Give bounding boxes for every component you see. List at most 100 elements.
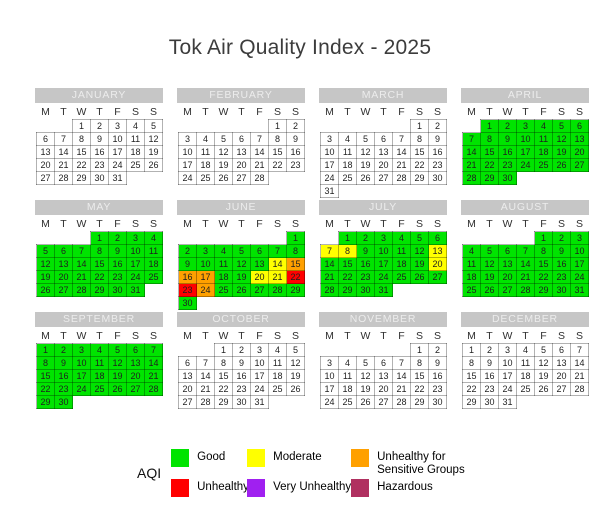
day-cell: 25 [516, 382, 535, 396]
day-cell: 29 [72, 171, 91, 185]
day-cell: 7 [250, 132, 269, 146]
month-day-grid: M T W T F S S 1 2 3 4 5 6 7 8 9 10 11 12 13 14 15 16 17 18 19 20 21… [320, 105, 447, 198]
day-cell: 17 [250, 369, 269, 383]
day-cell: 1 [286, 231, 305, 245]
weekday-header-cell: T [202, 330, 209, 343]
month-name-label: FEBRUARY [177, 88, 305, 103]
day-cell: 30 [54, 395, 73, 409]
empty-cell [55, 232, 73, 245]
day-cell: 8 [338, 244, 357, 258]
day-cell: 27 [36, 171, 55, 185]
weekday-header-cell: W [76, 106, 87, 118]
weekday-header-cell: S [557, 106, 565, 118]
week-row: 13 14 15 16 17 18 19 [36, 145, 163, 159]
day-cell: 14 [392, 145, 411, 159]
day-cell: 21 [462, 158, 481, 172]
day-cell: 15 [410, 369, 429, 383]
empty-cell [73, 232, 91, 245]
day-cell: 21 [392, 382, 411, 396]
day-cell: 10 [126, 244, 145, 258]
empty-cell [571, 396, 589, 409]
day-cell: 2 [286, 119, 305, 133]
weekday-header-cell: T [238, 106, 245, 119]
empty-cell [375, 344, 393, 357]
day-cell: 21 [392, 158, 411, 172]
week-row: 14 15 16 17 18 19 20 [462, 145, 589, 159]
day-cell: 16 [178, 270, 197, 284]
day-cell: 28 [320, 283, 339, 297]
day-cell: 8 [462, 356, 481, 370]
weekday-header-cell: F [256, 106, 263, 119]
day-cell: 31 [108, 171, 127, 185]
day-cell: 28 [144, 382, 163, 396]
legend-items: Good Moderate Unhealthy for Sensitive Grou… [171, 449, 477, 497]
day-cell: 27 [428, 270, 447, 284]
day-cell: 22 [338, 270, 357, 284]
day-cell: 8 [410, 132, 429, 146]
month-day-grid: M T W T F S S 1 2 3 4 5 6 7 8 9 10 11 12 13 14 15 16 17 18 19 20 21… [462, 217, 589, 297]
day-cell: 10 [250, 356, 269, 370]
empty-cell [179, 120, 197, 133]
day-cell: 24 [250, 382, 269, 396]
day-cell: 10 [320, 145, 339, 159]
day-cell: 15 [36, 369, 55, 383]
day-cell: 3 [126, 231, 145, 245]
day-cell: 15 [214, 369, 233, 383]
week-row: 27 28 29 30 31 [178, 395, 305, 409]
day-cell: 3 [374, 231, 393, 245]
day-cell: 29 [480, 171, 499, 185]
day-cell: 16 [90, 145, 109, 159]
month-calendar-august: AUGUST M T W T F S S 1 2 3 4 5 6 7 8 9 10 11 12 13 14 15 16 17 18… [461, 200, 589, 310]
day-cell: 15 [338, 257, 357, 271]
weekday-header-cell: S [415, 218, 423, 230]
weekday-header-cell: M [41, 330, 50, 342]
month-name-label: OCTOBER [177, 312, 305, 327]
day-cell: 9 [552, 244, 571, 258]
day-cell: 6 [126, 343, 145, 357]
day-cell: 27 [126, 382, 145, 396]
day-cell: 7 [72, 244, 91, 258]
day-cell: 19 [36, 270, 55, 284]
empty-cell [233, 232, 251, 245]
weekday-header-cell: W [502, 330, 513, 342]
month-day-grid: M T W T F S S 1 2 3 4 5 6 7 8 9 10 11 12 13 14 15 16 17 18 19 20 21… [178, 217, 305, 310]
weekday-header-cell: S [433, 218, 441, 230]
day-cell: 13 [178, 369, 197, 383]
day-cell: 21 [54, 158, 73, 172]
week-row: 29 30 [36, 395, 163, 409]
day-cell: 30 [108, 283, 127, 297]
weekday-header-cell: S [557, 218, 565, 230]
day-cell: 26 [480, 283, 499, 297]
day-cell: 20 [570, 145, 589, 159]
empty-cell [145, 284, 163, 297]
month-calendar-november: NOVEMBER M T W T F S S 1 2 3 4 5 6 7 8 9 10 11 12 13 14 15 16 17… [319, 312, 447, 409]
weekday-header-cell: T [344, 106, 351, 119]
day-cell: 21 [268, 270, 287, 284]
day-cell: 8 [534, 244, 553, 258]
day-cell: 1 [268, 119, 287, 133]
day-cell: 22 [410, 158, 429, 172]
day-cell: 8 [410, 356, 429, 370]
day-cell: 28 [570, 382, 589, 396]
day-cell: 3 [196, 244, 215, 258]
day-cell: 5 [108, 343, 127, 357]
day-cell: 21 [320, 270, 339, 284]
day-cell: 12 [36, 257, 55, 271]
day-cell: 12 [480, 257, 499, 271]
weekday-header-cell: F [114, 218, 121, 230]
day-cell: 3 [516, 119, 535, 133]
day-cell: 29 [338, 283, 357, 297]
day-cell: 16 [286, 145, 305, 159]
day-cell: 26 [36, 283, 55, 297]
empty-cell [535, 172, 553, 185]
day-cell: 8 [286, 244, 305, 258]
day-cell: 5 [214, 132, 233, 146]
day-cell: 26 [214, 171, 233, 185]
day-cell: 22 [72, 158, 91, 172]
empty-cell [215, 232, 233, 245]
day-cell: 26 [144, 158, 163, 172]
